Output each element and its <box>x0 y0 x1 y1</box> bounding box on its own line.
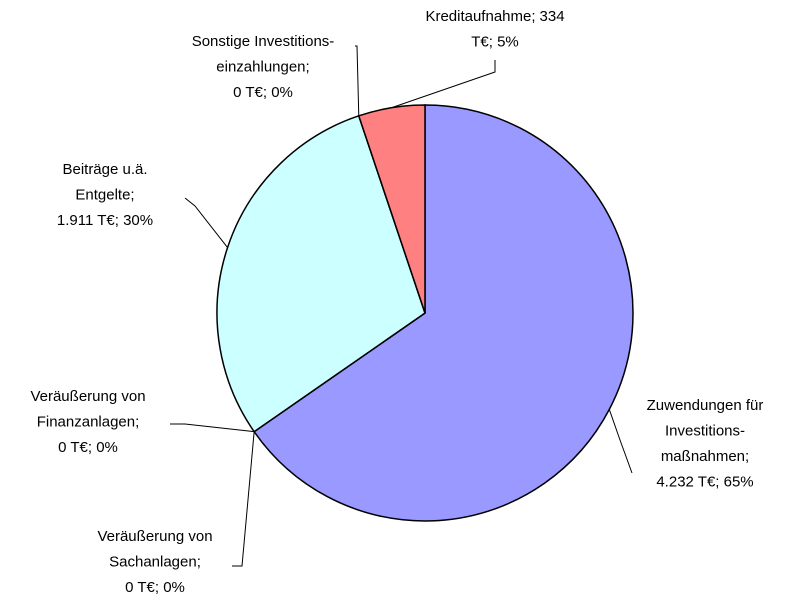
value-label: 0 T€; 0% <box>233 84 293 101</box>
label-line: Veräußerung von <box>97 528 212 545</box>
label-line: einzahlungen; <box>216 59 309 76</box>
leader-line <box>391 60 496 109</box>
slice-label: Kreditaufnahme; 334 T€; 5% <box>425 8 564 51</box>
leader-line <box>608 409 633 474</box>
slice-label: Beiträge u.ä. Entgelte; 1.911 T€; 30% <box>57 161 153 229</box>
value-label: 0 T€; 0% <box>58 439 118 456</box>
slice-label: Zuwendungen für Investitions-maßnahmen; 4.… <box>647 397 764 491</box>
label-line: Entgelte; <box>75 187 134 204</box>
label-line: 0 T€; 0% <box>233 84 293 101</box>
leader-line <box>232 431 255 567</box>
value-label: 4.232 T€; 65% <box>656 474 753 491</box>
pie-slice <box>216 114 426 433</box>
pie-slice <box>253 104 634 522</box>
label-line: 0 T€; 0% <box>125 579 185 596</box>
label-line: Investitions- <box>665 423 745 440</box>
label-line: Sonstige Investitions- <box>192 33 335 50</box>
leader-line <box>184 197 228 248</box>
category-label: Zuwendungen für Investitions-maßnahmen; <box>647 397 764 465</box>
value-label: 0 T€; 0% <box>125 579 185 596</box>
label-line: 0 T€; 0% <box>58 439 118 456</box>
category-label: Veräußerung von Finanzanlagen; <box>30 388 145 431</box>
label-line: Beiträge u.ä. <box>62 161 147 178</box>
leader-line <box>355 45 360 116</box>
label-line: Zuwendungen für <box>647 397 764 414</box>
category-label: Veräußerung von Sachanlagen; <box>97 528 212 571</box>
label-line: 1.911 T€; 30% <box>57 212 153 229</box>
value-label: 334 T€; 5% <box>471 8 564 51</box>
slice-label: Sonstige Investitions-einzahlungen; 0 T€;… <box>192 33 335 101</box>
label-line: T€; 5% <box>471 34 519 51</box>
category-label: Kreditaufnahme; <box>425 8 535 25</box>
label-line: maßnahmen; <box>661 448 749 465</box>
label-line: Veräußerung von <box>30 388 145 405</box>
label-line: 334 <box>540 8 565 25</box>
slice-label: Veräußerung von Finanzanlagen; 0 T€; 0% <box>30 388 145 456</box>
label-line: Kreditaufnahme; <box>425 8 535 25</box>
label-line: Finanzanlagen; <box>37 414 140 431</box>
category-label: Beiträge u.ä. Entgelte; <box>62 161 147 204</box>
slice-label: Veräußerung von Sachanlagen; 0 T€; 0% <box>97 528 212 596</box>
category-label: Sonstige Investitions-einzahlungen; <box>192 33 335 76</box>
label-line: 4.232 T€; 65% <box>656 474 753 491</box>
value-label: 1.911 T€; 30% <box>57 212 153 229</box>
label-line: Sachanlagen; <box>109 554 201 571</box>
leader-line <box>170 423 255 433</box>
